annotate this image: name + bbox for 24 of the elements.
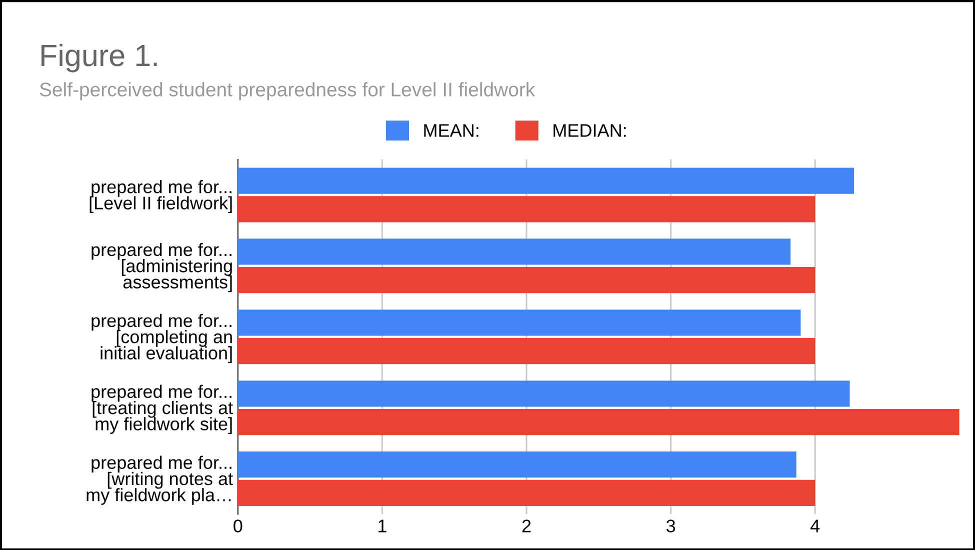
bar xyxy=(238,380,850,407)
bar xyxy=(238,196,816,222)
bar xyxy=(238,452,796,478)
y-tick-label: prepared me for... [writing notes at my fieldwork pla… xyxy=(86,456,233,505)
x-tick-label: 3 xyxy=(666,520,676,532)
bar xyxy=(238,408,960,436)
bar xyxy=(238,267,816,294)
chart-title: Figure 1. xyxy=(42,44,157,72)
chart-subtitle: Self-perceived student preparedness for Level II fieldwork xyxy=(40,82,536,100)
y-tick-label: prepared me for... [completing an initial evaluation] xyxy=(92,314,232,364)
y-tick-label: prepared me for... [treating clients at my fieldwork site] xyxy=(92,384,233,434)
bar xyxy=(238,480,816,506)
y-tick-label: prepared me for... [administering assessments] xyxy=(92,242,232,292)
x-tick-label: 4 xyxy=(810,520,820,532)
bar xyxy=(238,310,801,336)
legend-label: MEAN: xyxy=(424,124,478,137)
x-tick-label: 2 xyxy=(522,520,531,532)
x-tick-label: 0 xyxy=(234,520,242,532)
y-tick-label: prepared me for... [Level II fieldwork] xyxy=(90,180,232,214)
legend-label: MEDIAN: xyxy=(554,124,626,137)
bar xyxy=(238,168,854,194)
bar xyxy=(238,338,816,364)
x-tick-label: 1 xyxy=(378,520,386,532)
bar xyxy=(238,238,791,265)
